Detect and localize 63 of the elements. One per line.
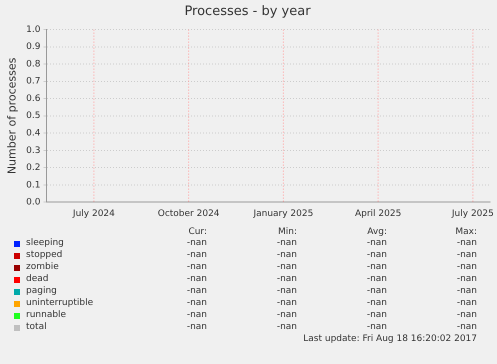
text: -nan: [186, 238, 207, 249]
y-tick-label: 0.4: [26, 128, 41, 139]
text: -nan: [366, 250, 387, 261]
text: -nan: [366, 310, 387, 321]
text: Min:: [278, 227, 297, 238]
text: Last update: Fri Aug 18 16:20:02 2017: [303, 334, 477, 345]
y-tick-label: 0.3: [26, 146, 41, 156]
y-tick-label: 0.2: [26, 163, 41, 174]
y-tick-label: 1.0: [26, 24, 41, 35]
chart-title: Processes - by year: [184, 4, 312, 20]
y-axis-title: Number of processes: [5, 57, 18, 174]
legend-label: paging: [26, 286, 57, 297]
text: -nan: [366, 286, 387, 297]
x-tick-label: October 2024: [158, 208, 220, 219]
x-tick-label: January 2025: [252, 208, 314, 219]
text: -nan: [366, 298, 387, 309]
text: -nan: [366, 322, 387, 333]
text: -nan: [186, 310, 207, 321]
x-tick-label: July 2025: [450, 208, 494, 219]
text: -nan: [456, 262, 477, 273]
text: -nan: [276, 250, 297, 261]
y-tick-label: 0.1: [26, 180, 41, 190]
y-tick-label: 0.8: [26, 59, 41, 70]
x-tick-label: April 2025: [354, 208, 402, 219]
legend-label: dead: [26, 274, 48, 285]
text: Max:: [455, 227, 477, 238]
text: -nan: [366, 274, 387, 285]
text: -nan: [366, 262, 387, 273]
text: -nan: [186, 262, 207, 273]
text: -nan: [276, 322, 297, 333]
text: -nan: [276, 298, 297, 309]
text: -nan: [456, 274, 477, 285]
legend-label: uninterruptible: [26, 298, 94, 309]
text: -nan: [186, 250, 207, 261]
text: -nan: [456, 286, 477, 297]
legend-label: stopped: [26, 250, 62, 261]
x-tick-label: July 2024: [72, 208, 116, 219]
y-tick-label: 0.0: [26, 198, 41, 208]
text: -nan: [276, 310, 297, 321]
text: -nan: [456, 310, 477, 321]
legend-label: runnable: [26, 310, 66, 321]
y-tick-label: 0.9: [26, 42, 41, 52]
text: -nan: [186, 274, 207, 285]
text: Cur:: [188, 227, 207, 238]
text: -nan: [186, 286, 207, 297]
text: Avg:: [367, 227, 387, 238]
text: -nan: [276, 274, 297, 285]
y-tick-label: 0.7: [26, 76, 41, 87]
legend-label: total: [26, 322, 47, 333]
text: -nan: [186, 322, 207, 333]
text: -nan: [456, 238, 477, 249]
y-tick-label: 0.5: [26, 111, 41, 122]
text: -nan: [276, 238, 297, 249]
text: -nan: [456, 322, 477, 333]
legend-label: zombie: [26, 262, 59, 273]
text: -nan: [186, 298, 207, 309]
text: -nan: [456, 250, 477, 261]
text: -nan: [366, 238, 387, 249]
text: -nan: [456, 298, 477, 309]
legend-label: sleeping: [26, 238, 64, 249]
text: -nan: [276, 262, 297, 273]
text: -nan: [276, 286, 297, 297]
y-tick-label: 0.6: [26, 94, 41, 104]
